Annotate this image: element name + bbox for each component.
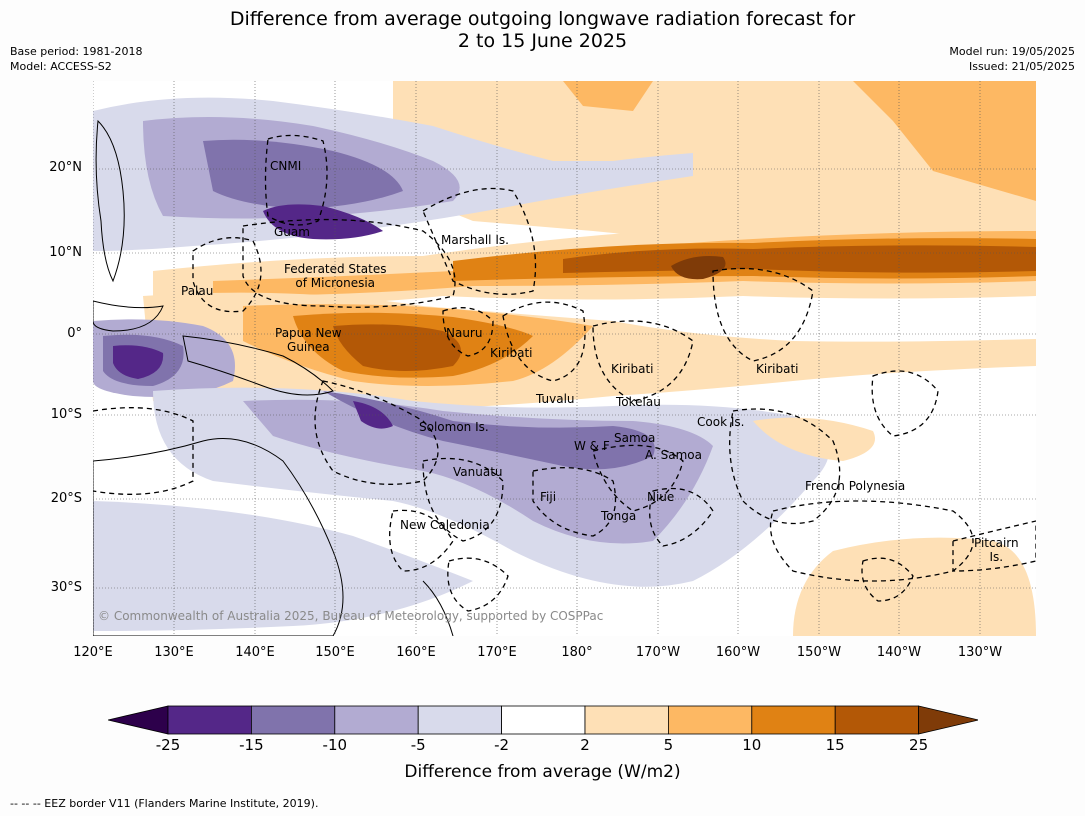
- indonesia-outline: [93, 300, 164, 332]
- colorbar-segment: [417, 705, 503, 735]
- label-fsm: Federated States of Micronesia: [284, 262, 387, 290]
- label-tonga: Tonga: [601, 509, 637, 523]
- anomaly-negative-spcz-strong: [323, 391, 655, 470]
- colorbar-tick-label: -2: [494, 736, 510, 754]
- lon-label-130e: 130°E: [154, 645, 194, 660]
- map-svg: [93, 81, 1036, 636]
- colorbar-segment: [334, 705, 419, 735]
- colorbar-segment: [250, 705, 336, 735]
- label-niue: Niue: [647, 490, 675, 504]
- label-kiribati-west: Kiribati: [490, 346, 533, 360]
- lon-label-120e: 120°E: [73, 645, 113, 660]
- lat-label-10s: 10°S: [50, 407, 82, 422]
- model-name: Model: ACCESS-S2: [10, 60, 112, 73]
- anomaly-positive-east: [753, 417, 875, 461]
- colorbar-extend-low: [108, 705, 169, 735]
- lat-label-10n: 10°N: [49, 245, 82, 260]
- colorbar-tick-label: 25: [909, 736, 929, 754]
- copyright-notice: © Commonwealth of Australia 2025, Bureau…: [98, 609, 604, 623]
- lon-label-150w: 150°W: [796, 645, 842, 660]
- colorbar-tick-label: -5: [410, 736, 426, 754]
- lat-label-20n: 20°N: [49, 160, 82, 175]
- colorbar-tick-label: -15: [239, 736, 264, 754]
- anomaly-positive-north-strong: [563, 81, 1036, 201]
- colorbar-segment: [751, 705, 836, 735]
- colorbar-segment: [834, 705, 920, 735]
- label-kiribati-central: Kiribati: [611, 362, 654, 376]
- label-png: Papua New Guinea: [275, 326, 342, 354]
- label-cnmi: CNMI: [270, 159, 302, 173]
- lon-label-180: 180°: [561, 645, 593, 660]
- anomaly-positive-south-max: [333, 324, 461, 371]
- lon-label-160w: 160°W: [715, 645, 761, 660]
- colorbar-segment: [584, 705, 669, 735]
- anomaly-positive-north: [393, 81, 1036, 251]
- lon-label-170w: 170°W: [635, 645, 681, 660]
- label-nauru: Nauru: [446, 326, 483, 340]
- title-line-1: Difference from average outgoing longwav…: [229, 8, 856, 30]
- label-new-caledonia: New Caledonia: [400, 518, 490, 532]
- lat-label-20s: 20°S: [50, 491, 82, 506]
- colorbar-segment: [668, 705, 753, 735]
- title-line-2: 2 to 15 June 2025: [457, 30, 628, 52]
- anomaly-positive-southeast: [793, 537, 1036, 636]
- map-title: Difference from average outgoing longwav…: [0, 8, 1085, 52]
- lon-label-140w: 140°W: [876, 645, 922, 660]
- label-cook-islands: Cook Is.: [697, 415, 745, 429]
- colorbar-tick-label: -10: [322, 736, 348, 754]
- meta-left: Base period: 1981-2018 Model: ACCESS-S2: [10, 44, 142, 74]
- anomaly-negative-south-light: [93, 501, 473, 631]
- colorbar-title: Difference from average (W/m2): [404, 762, 681, 782]
- lon-label-130w: 130°W: [957, 645, 1003, 660]
- anomaly-negative-north-max: [263, 204, 383, 240]
- lat-label-0: 0°: [67, 326, 82, 341]
- label-tokelau: Tokelau: [616, 395, 661, 409]
- colorbar: [108, 705, 978, 735]
- colorbar-tick-label: 5: [663, 736, 674, 754]
- lat-label-30s: 30°S: [50, 580, 82, 595]
- label-solomon-islands: Solomon Is.: [419, 420, 489, 434]
- eez-borders: [93, 134, 1036, 612]
- australia-outline: [93, 438, 344, 636]
- colorbar-tick-label: 2: [580, 736, 590, 754]
- anomaly-negative-north-strong: [203, 139, 403, 209]
- colorbar-segment: [501, 705, 586, 735]
- philippines-outline: [95, 119, 125, 283]
- label-vanuatu: Vanuatu: [453, 465, 503, 479]
- colorbar-segment: [167, 705, 252, 735]
- label-guam: Guam: [274, 225, 310, 239]
- new-zealand-outline: [422, 580, 454, 636]
- label-french-polynesia: French Polynesia: [805, 479, 906, 493]
- label-marshall-islands: Marshall Is.: [441, 233, 509, 247]
- label-palau: Palau: [181, 284, 214, 298]
- label-fiji: Fiji: [540, 490, 557, 504]
- lon-label-170e: 170°E: [477, 645, 517, 660]
- model-run: Model run: 19/05/2025: [949, 45, 1075, 58]
- label-pitcairn: Pitcairn Is.: [974, 536, 1019, 564]
- lon-label-160e: 160°E: [396, 645, 436, 660]
- anomaly-negative-west-max: [113, 345, 164, 379]
- map-panel: [93, 81, 1036, 636]
- colorbar-extend-high: [918, 705, 978, 735]
- colorbar-tick-label: 15: [825, 736, 845, 754]
- label-wallis-futuna: W & F: [574, 439, 610, 453]
- colorbar-tick-label: -25: [155, 736, 181, 754]
- base-period: Base period: 1981-2018: [10, 45, 143, 58]
- meta-right: Model run: 19/05/2025 Issued: 21/05/2025: [949, 44, 1075, 74]
- new-guinea-outline: [182, 335, 334, 396]
- colorbar-tick-label: 10: [742, 736, 762, 754]
- footer-note: -- -- -- EEZ border V11 (Flanders Marine…: [10, 797, 319, 810]
- label-samoa: Samoa: [614, 431, 656, 445]
- issued-date: Issued: 21/05/2025: [968, 60, 1075, 73]
- label-american-samoa: A. Samoa: [645, 448, 702, 462]
- anomaly-peak: [671, 256, 726, 280]
- label-tuvalu: Tuvalu: [536, 392, 575, 406]
- lon-label-150e: 150°E: [315, 645, 355, 660]
- lon-label-140e: 140°E: [235, 645, 275, 660]
- graticule: [93, 81, 1036, 636]
- label-kiribati-east: Kiribati: [756, 362, 799, 376]
- colorbar-segments: [108, 705, 978, 735]
